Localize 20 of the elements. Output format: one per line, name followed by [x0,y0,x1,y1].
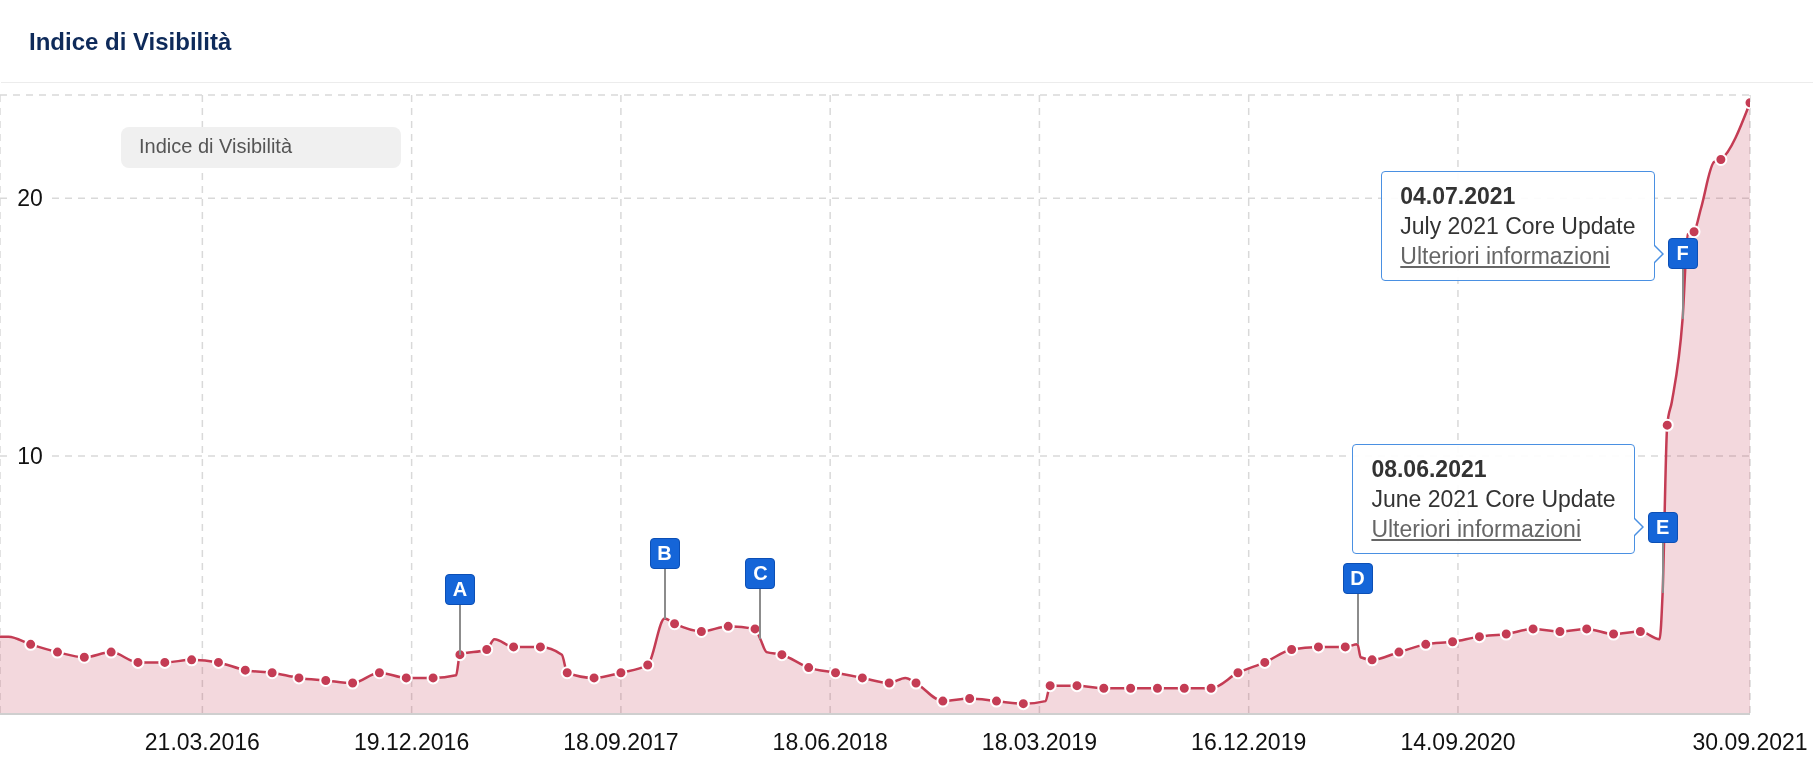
annotation: C [745,558,776,590]
annotation: E [1647,511,1678,543]
x-tick-label: 30.09.2021 [1692,729,1808,756]
x-tick-label: 18.09.2017 [563,729,679,756]
y-tick-label: 10 [17,443,43,470]
x-tick-label: 19.12.2016 [354,729,470,756]
x-tick-label: 16.12.2019 [1191,729,1307,756]
annotation: D [1342,563,1373,595]
y-tick-label: 20 [17,185,43,212]
caption-box: Indice di Visibilità [121,127,401,168]
annotation: 08.06.2021 June 2021 Core Update Ulteriori informazioni [1371,455,1616,545]
x-tick-label: 14.09.2020 [1400,729,1516,756]
chart-title: Indice di Visibilità [29,27,232,57]
x-tick-label: 18.03.2019 [981,729,1097,756]
annotation: F [1667,238,1698,270]
annotation: A [444,573,475,605]
x-tick-label: 21.03.2016 [144,729,260,756]
x-tick-label: 18.06.2018 [772,729,888,756]
annotation: B [649,537,680,569]
annotation: 04.07.2021 July 2021 Core Update Ulteriori informazioni [1400,181,1636,271]
